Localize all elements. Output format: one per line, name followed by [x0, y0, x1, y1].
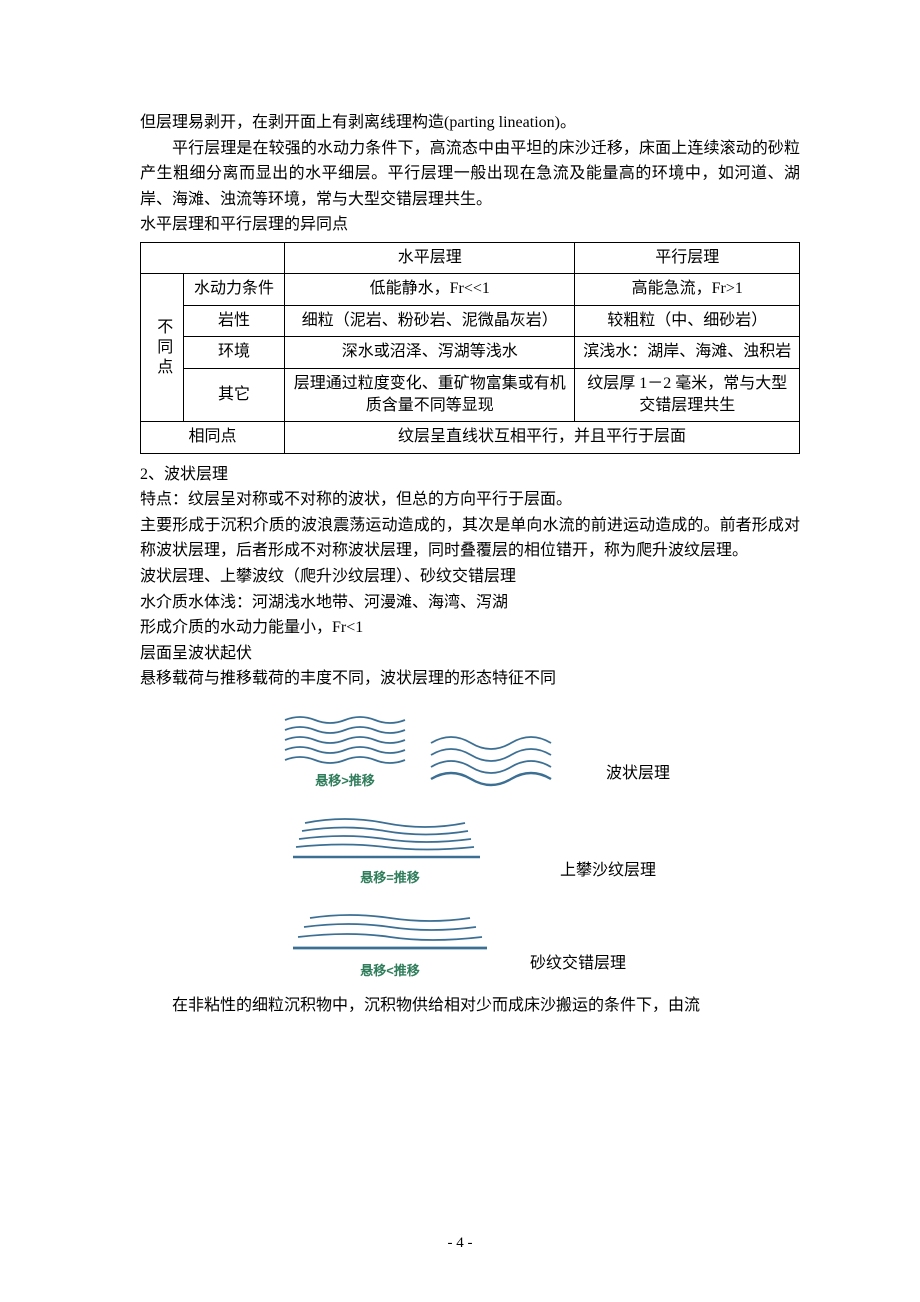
th-parallel-bedding: 平行层理	[575, 242, 800, 273]
figure-3: 悬移<推移	[290, 910, 490, 979]
figure-row-3: 悬移<推移 砂纹交错层理	[290, 910, 800, 979]
table-row: 不同点 水动力条件 低能静水，Fr<<1 高能急流，Fr>1	[141, 274, 800, 305]
figure-2-label: 上攀沙纹层理	[560, 856, 656, 880]
cell-label-other: 其它	[184, 368, 285, 422]
cell-diff-label: 不同点	[141, 274, 184, 422]
cell-horizontal-lithology: 细粒（泥岩、粉砂岩、泥微晶灰岩）	[285, 305, 575, 336]
cell-parallel-lithology: 较粗粒（中、细砂岩）	[575, 305, 800, 336]
figure-1-left: 悬移>推移	[280, 712, 410, 789]
figure-1-caption: 悬移>推移	[315, 770, 375, 789]
table-row: 环境 深水或沼泽、泻湖等浅水 滨浅水：湖岸、海滩、浊积岩	[141, 337, 800, 368]
paragraph-parting: 但层理易剥开，在剥开面上有剥离线理构造(parting lineation)。	[140, 110, 800, 136]
cell-parallel-other: 纹层厚 1－2 毫米，常与大型交错层理共生	[575, 368, 800, 422]
cell-label-lithology: 岩性	[184, 305, 285, 336]
table-row: 相同点 纹层呈直线状互相平行，并且平行于层面	[141, 422, 800, 453]
figure-2: 悬移=推移	[290, 813, 490, 886]
wave-icon	[280, 712, 410, 768]
section-2-line-2: 主要形成于沉积介质的波浪震荡运动造成的，其次是单向水流的前进运动造成的。前者形成…	[140, 513, 800, 564]
th-blank	[141, 242, 285, 273]
section-2-title: 2、波状层理	[140, 462, 800, 488]
comparison-table: 水平层理 平行层理 不同点 水动力条件 低能静水，Fr<<1 高能急流，Fr>1…	[140, 242, 800, 454]
paragraph-comparison-intro: 水平层理和平行层理的异同点	[140, 212, 800, 238]
section-2-line-4: 水介质水体浅：河湖浅水地带、河漫滩、海湾、泻湖	[140, 590, 800, 616]
wave-icon	[426, 733, 566, 789]
section-2-line-3: 波状层理、上攀波纹（爬升沙纹层理）、砂纹交错层理	[140, 564, 800, 590]
cell-label-hydrodynamic: 水动力条件	[184, 274, 285, 305]
page: 但层理易剥开，在剥开面上有剥离线理构造(parting lineation)。 …	[0, 0, 920, 1302]
cell-parallel-environment: 滨浅水：湖岸、海滩、浊积岩	[575, 337, 800, 368]
section-2-line-6: 层面呈波状起伏	[140, 641, 800, 667]
cell-label-environment: 环境	[184, 337, 285, 368]
figure-2-caption: 悬移=推移	[360, 867, 420, 886]
cell-same-label: 相同点	[141, 422, 285, 453]
paragraph-parallel-bedding: 平行层理是在较强的水动力条件下，高流态中由平坦的床沙迁移，床面上连续滚动的砂粒产…	[140, 136, 800, 213]
th-horizontal-bedding: 水平层理	[285, 242, 575, 273]
figure-1-label: 波状层理	[606, 759, 670, 783]
figure-block: 悬移>推移 波状层理	[140, 712, 800, 979]
figure-3-label: 砂纹交错层理	[530, 949, 626, 973]
table-row: 其它 层理通过粒度变化、重矿物富集或有机质含量不同等显现 纹层厚 1－2 毫米，…	[141, 368, 800, 422]
table-row: 岩性 细粒（泥岩、粉砂岩、泥微晶灰岩） 较粗粒（中、细砂岩）	[141, 305, 800, 336]
figure-row-2: 悬移=推移 上攀沙纹层理	[290, 813, 800, 886]
cell-horizontal-hydrodynamic: 低能静水，Fr<<1	[285, 274, 575, 305]
section-2-line-5: 形成介质的水动力能量小，Fr<1	[140, 615, 800, 641]
table-row: 水平层理 平行层理	[141, 242, 800, 273]
figure-3-caption: 悬移<推移	[360, 960, 420, 979]
figure-row-1: 悬移>推移 波状层理	[280, 712, 800, 789]
section-2-line-1: 特点：纹层呈对称或不对称的波状，但总的方向平行于层面。	[140, 487, 800, 513]
page-number: - 4 -	[0, 1235, 920, 1252]
section-2-tail: 在非粘性的细粒沉积物中，沉积物供给相对少而成床沙搬运的条件下，由流	[140, 993, 800, 1019]
climbing-ripple-icon	[290, 813, 490, 865]
cell-parallel-hydrodynamic: 高能急流，Fr>1	[575, 274, 800, 305]
cell-horizontal-environment: 深水或沼泽、泻湖等浅水	[285, 337, 575, 368]
figure-1-right	[426, 733, 566, 789]
section-2-line-7: 悬移载荷与推移载荷的丰度不同，波状层理的形态特征不同	[140, 666, 800, 692]
cross-ripple-icon	[290, 910, 490, 958]
cell-horizontal-other: 层理通过粒度变化、重矿物富集或有机质含量不同等显现	[285, 368, 575, 422]
cell-same-value: 纹层呈直线状互相平行，并且平行于层面	[285, 422, 800, 453]
